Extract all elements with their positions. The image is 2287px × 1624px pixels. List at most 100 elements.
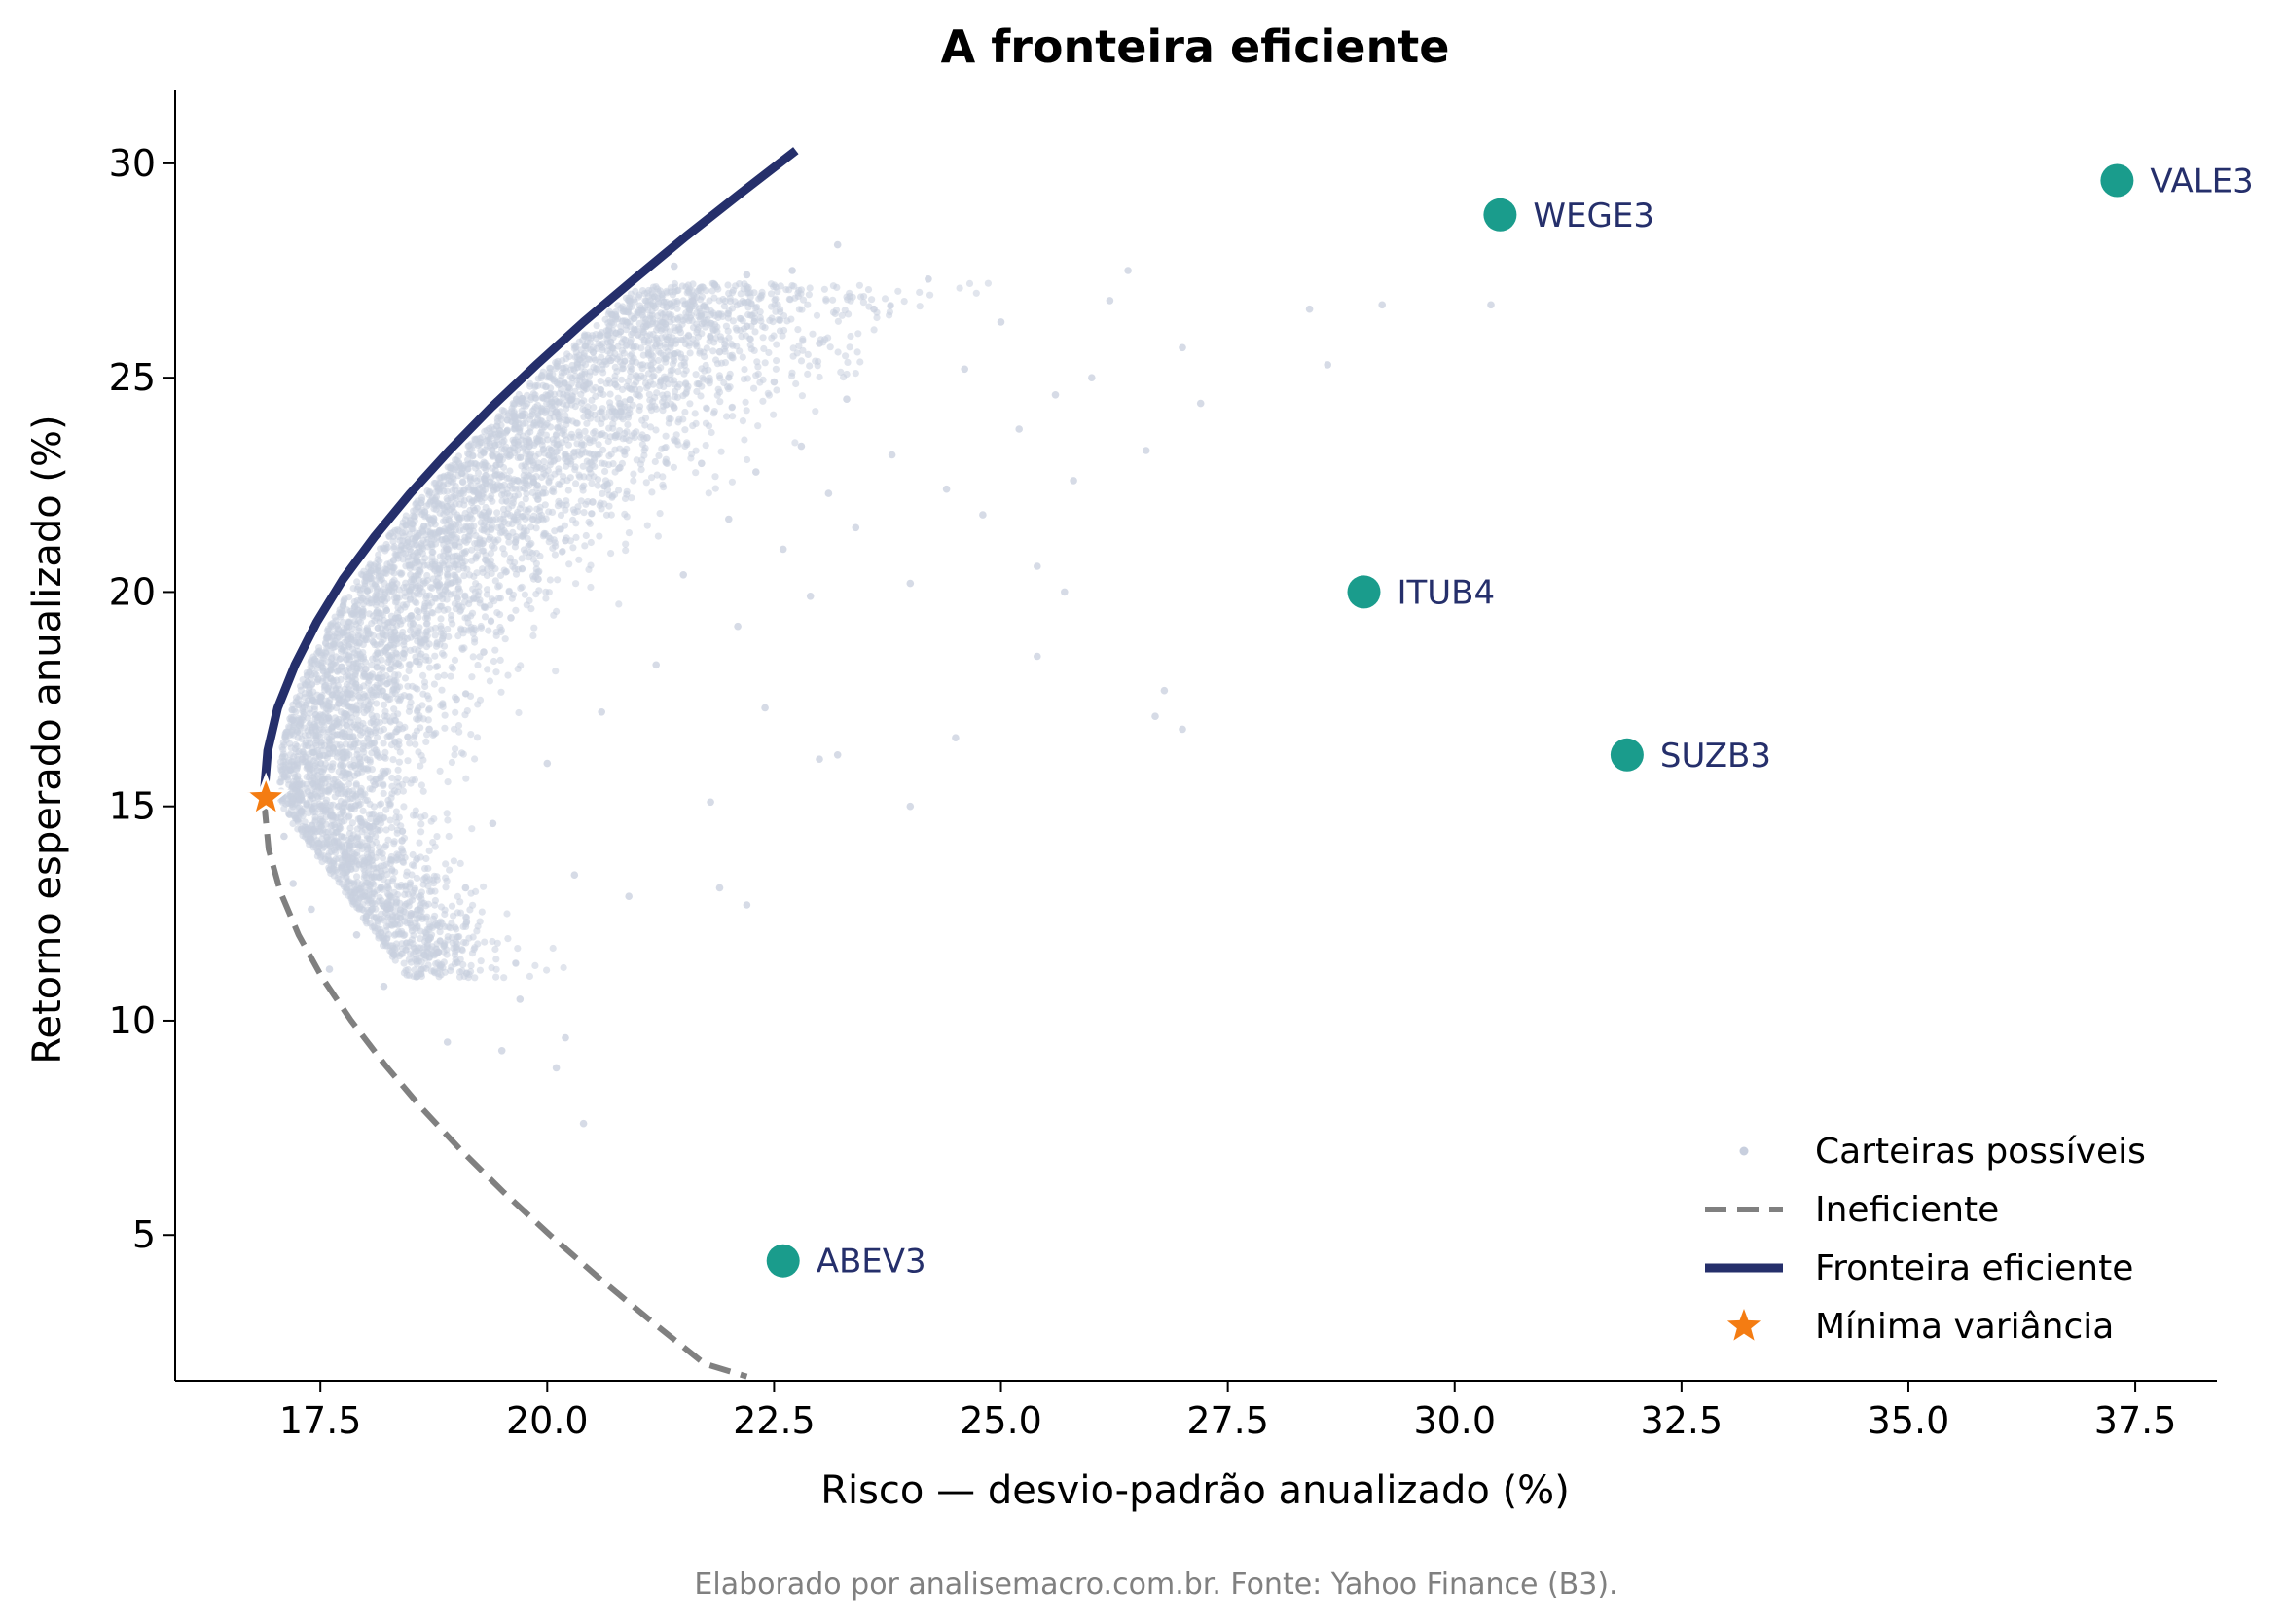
portfolio-point bbox=[527, 466, 535, 474]
portfolio-point bbox=[725, 334, 733, 342]
portfolio-point bbox=[729, 354, 737, 362]
portfolio-point bbox=[721, 359, 730, 367]
portfolio-point bbox=[524, 513, 532, 521]
portfolio-point bbox=[653, 471, 661, 479]
portfolio-point bbox=[729, 413, 737, 420]
portfolio-point bbox=[900, 298, 908, 306]
portfolio-point bbox=[620, 335, 628, 343]
portfolio-point bbox=[400, 803, 408, 811]
portfolio-point bbox=[395, 740, 403, 749]
portfolio-point bbox=[441, 940, 449, 948]
portfolio-point bbox=[605, 409, 613, 416]
portfolio-point bbox=[487, 618, 495, 626]
portfolio-point bbox=[798, 306, 806, 313]
portfolio-point bbox=[640, 374, 648, 381]
portfolio-point bbox=[431, 920, 440, 928]
portfolio-point bbox=[751, 328, 759, 336]
portfolio-point bbox=[429, 575, 437, 583]
portfolio-point bbox=[287, 713, 295, 721]
portfolio-point bbox=[444, 571, 452, 579]
portfolio-point bbox=[436, 479, 444, 487]
portfolio-point bbox=[365, 563, 373, 572]
portfolio-point bbox=[599, 346, 606, 354]
portfolio-point bbox=[598, 459, 606, 467]
portfolio-point bbox=[346, 761, 354, 769]
portfolio-point bbox=[599, 365, 606, 373]
portfolio-point bbox=[655, 347, 663, 355]
portfolio-point bbox=[670, 436, 678, 444]
portfolio-point bbox=[787, 315, 795, 323]
portfolio-point bbox=[322, 697, 330, 704]
portfolio-point bbox=[350, 597, 358, 606]
portfolio-point bbox=[648, 474, 656, 482]
portfolio-point bbox=[512, 570, 521, 578]
portfolio-point bbox=[380, 740, 387, 747]
portfolio-point bbox=[504, 520, 512, 528]
portfolio-point bbox=[645, 390, 653, 398]
portfolio-point bbox=[388, 878, 396, 885]
portfolio-point bbox=[278, 743, 286, 751]
portfolio-point bbox=[337, 790, 345, 798]
portfolio-point bbox=[297, 810, 305, 817]
portfolio-point bbox=[365, 610, 373, 618]
portfolio-point bbox=[416, 949, 423, 956]
portfolio-point bbox=[565, 560, 573, 568]
portfolio-point bbox=[445, 477, 453, 485]
portfolio-point bbox=[381, 748, 389, 757]
portfolio-point bbox=[416, 839, 423, 847]
portfolio-point bbox=[442, 874, 450, 882]
portfolio-point bbox=[873, 313, 881, 322]
portfolio-point bbox=[448, 963, 455, 971]
portfolio-point bbox=[400, 969, 408, 977]
portfolio-point bbox=[732, 282, 740, 290]
portfolio-point bbox=[441, 587, 449, 595]
portfolio-point bbox=[845, 310, 853, 318]
portfolio-point bbox=[416, 955, 423, 962]
portfolio-point bbox=[354, 617, 363, 625]
portfolio-point bbox=[864, 286, 873, 294]
portfolio-point bbox=[721, 347, 729, 355]
portfolio-point bbox=[467, 889, 475, 897]
portfolio-point bbox=[356, 722, 364, 730]
portfolio-point bbox=[619, 361, 627, 369]
portfolio-point bbox=[299, 676, 307, 684]
portfolio-point bbox=[711, 311, 719, 319]
portfolio-point bbox=[550, 378, 559, 385]
portfolio-point bbox=[345, 682, 353, 690]
portfolio-point bbox=[454, 892, 461, 901]
portfolio-point bbox=[526, 596, 533, 605]
portfolio-point bbox=[409, 625, 417, 632]
portfolio-point bbox=[533, 485, 541, 492]
portfolio-point bbox=[350, 721, 358, 729]
portfolio-point bbox=[708, 287, 716, 295]
portfolio-point bbox=[558, 385, 565, 393]
portfolio-point bbox=[407, 571, 415, 579]
portfolio-point bbox=[416, 591, 423, 598]
portfolio-point bbox=[527, 605, 535, 613]
portfolio-point bbox=[427, 563, 435, 571]
portfolio-point bbox=[587, 538, 595, 547]
portfolio-point bbox=[842, 352, 850, 360]
portfolio-point bbox=[563, 477, 571, 485]
portfolio-point bbox=[314, 714, 322, 722]
portfolio-point bbox=[381, 591, 389, 598]
portfolio-point bbox=[926, 291, 934, 299]
portfolio-point bbox=[462, 775, 470, 782]
portfolio-point bbox=[410, 592, 417, 599]
portfolio-point bbox=[671, 393, 679, 401]
portfolio-point bbox=[789, 344, 797, 352]
portfolio-point bbox=[348, 834, 356, 842]
portfolio-point bbox=[306, 721, 313, 729]
portfolio-point bbox=[843, 370, 851, 379]
portfolio-point bbox=[497, 688, 505, 696]
portfolio-point bbox=[670, 463, 678, 471]
portfolio-point bbox=[643, 522, 651, 529]
portfolio-point bbox=[549, 944, 557, 953]
portfolio-point bbox=[870, 326, 878, 334]
portfolio-point bbox=[765, 391, 774, 399]
portfolio-point bbox=[439, 595, 447, 603]
portfolio-point bbox=[395, 527, 403, 535]
portfolio-point bbox=[362, 658, 370, 667]
portfolio-point bbox=[522, 549, 529, 557]
portfolio-point bbox=[561, 426, 568, 434]
